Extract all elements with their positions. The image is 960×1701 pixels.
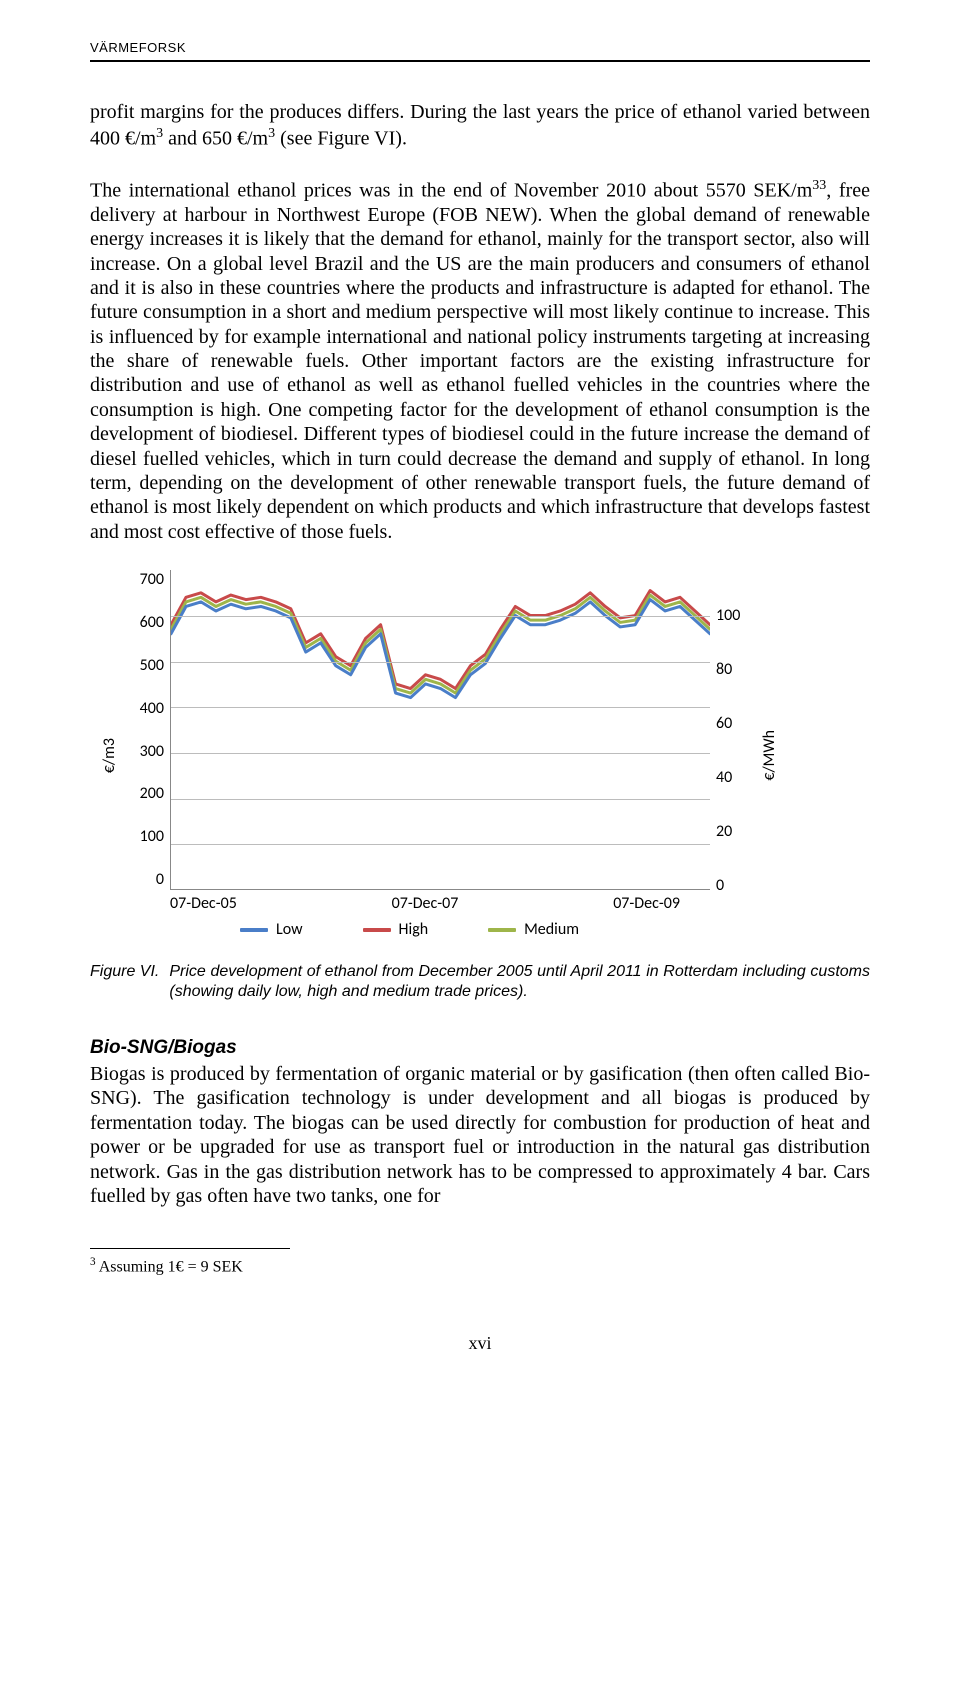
gridline bbox=[171, 753, 710, 754]
y-left-tick: 0 bbox=[130, 870, 164, 890]
figure-caption-text: Price development of ethanol from Decemb… bbox=[169, 962, 870, 1002]
legend-item-medium: Medium bbox=[488, 920, 579, 940]
page-number: xvi bbox=[90, 1332, 870, 1355]
legend-item-high: High bbox=[363, 920, 429, 940]
y-left-tick: 100 bbox=[130, 827, 164, 847]
ethanol-price-chart: €/m3 7006005004003002001000 100806040200… bbox=[100, 570, 870, 940]
legend-label: Medium bbox=[524, 920, 579, 940]
gridline bbox=[171, 662, 710, 663]
y-left-tick: 600 bbox=[130, 613, 164, 633]
figure-label: Figure VI. bbox=[90, 962, 159, 1002]
gridline bbox=[171, 844, 710, 845]
legend-swatch bbox=[240, 928, 268, 932]
y-right-tick: 20 bbox=[716, 822, 750, 876]
section-heading-biosng: Bio-SNG/Biogas bbox=[90, 1036, 870, 1060]
header-rule bbox=[90, 60, 870, 62]
chart-legend: Low High Medium bbox=[170, 914, 710, 940]
document-header: VÄRMEFORSK bbox=[90, 40, 870, 56]
paragraph-2: The international ethanol prices was in … bbox=[90, 177, 870, 545]
footnote-separator bbox=[90, 1248, 290, 1249]
x-tick: 07-Dec-05 bbox=[170, 894, 237, 914]
figure-caption: Figure VI. Price development of ethanol … bbox=[90, 962, 870, 1002]
legend-label: Low bbox=[276, 920, 303, 940]
x-ticks: 07-Dec-05 07-Dec-07 07-Dec-09 bbox=[170, 890, 710, 914]
legend-swatch bbox=[488, 928, 516, 932]
x-tick: 07-Dec-09 bbox=[613, 894, 680, 914]
legend-label: High bbox=[399, 920, 429, 940]
y-left-tick: 200 bbox=[130, 784, 164, 804]
y-right-tick: 100 bbox=[716, 606, 750, 660]
y-left-tick: 300 bbox=[130, 742, 164, 762]
y-right-tick: 80 bbox=[716, 660, 750, 714]
y-left-tick: 700 bbox=[130, 570, 164, 590]
gridline bbox=[171, 799, 710, 800]
legend-swatch bbox=[363, 928, 391, 932]
paragraph-biosng: Biogas is produced by fermentation of or… bbox=[90, 1062, 870, 1208]
gridline bbox=[171, 616, 710, 617]
footnote: 3 Assuming 1€ = 9 SEK bbox=[90, 1255, 870, 1277]
y-left-tick: 500 bbox=[130, 656, 164, 676]
paragraph-1: profit margins for the produces differs.… bbox=[90, 100, 870, 150]
y-left-ticks: 700 600 500 400 300 200 100 0 bbox=[130, 570, 170, 890]
footnote-text: Assuming 1€ = 9 SEK bbox=[96, 1259, 243, 1276]
x-tick: 07-Dec-07 bbox=[392, 894, 459, 914]
plot-area bbox=[170, 570, 710, 890]
y-axis-right-label: €/MWh bbox=[760, 730, 780, 781]
y-right-tick: 40 bbox=[716, 768, 750, 822]
y-right-ticks: 100806040200 bbox=[710, 570, 750, 890]
series-high bbox=[171, 591, 710, 689]
y-right-tick: 60 bbox=[716, 714, 750, 768]
y-axis-left-label: €/m3 bbox=[100, 738, 120, 773]
legend-item-low: Low bbox=[240, 920, 303, 940]
y-right-tick: 0 bbox=[716, 876, 750, 896]
gridline bbox=[171, 707, 710, 708]
y-left-tick: 400 bbox=[130, 699, 164, 719]
